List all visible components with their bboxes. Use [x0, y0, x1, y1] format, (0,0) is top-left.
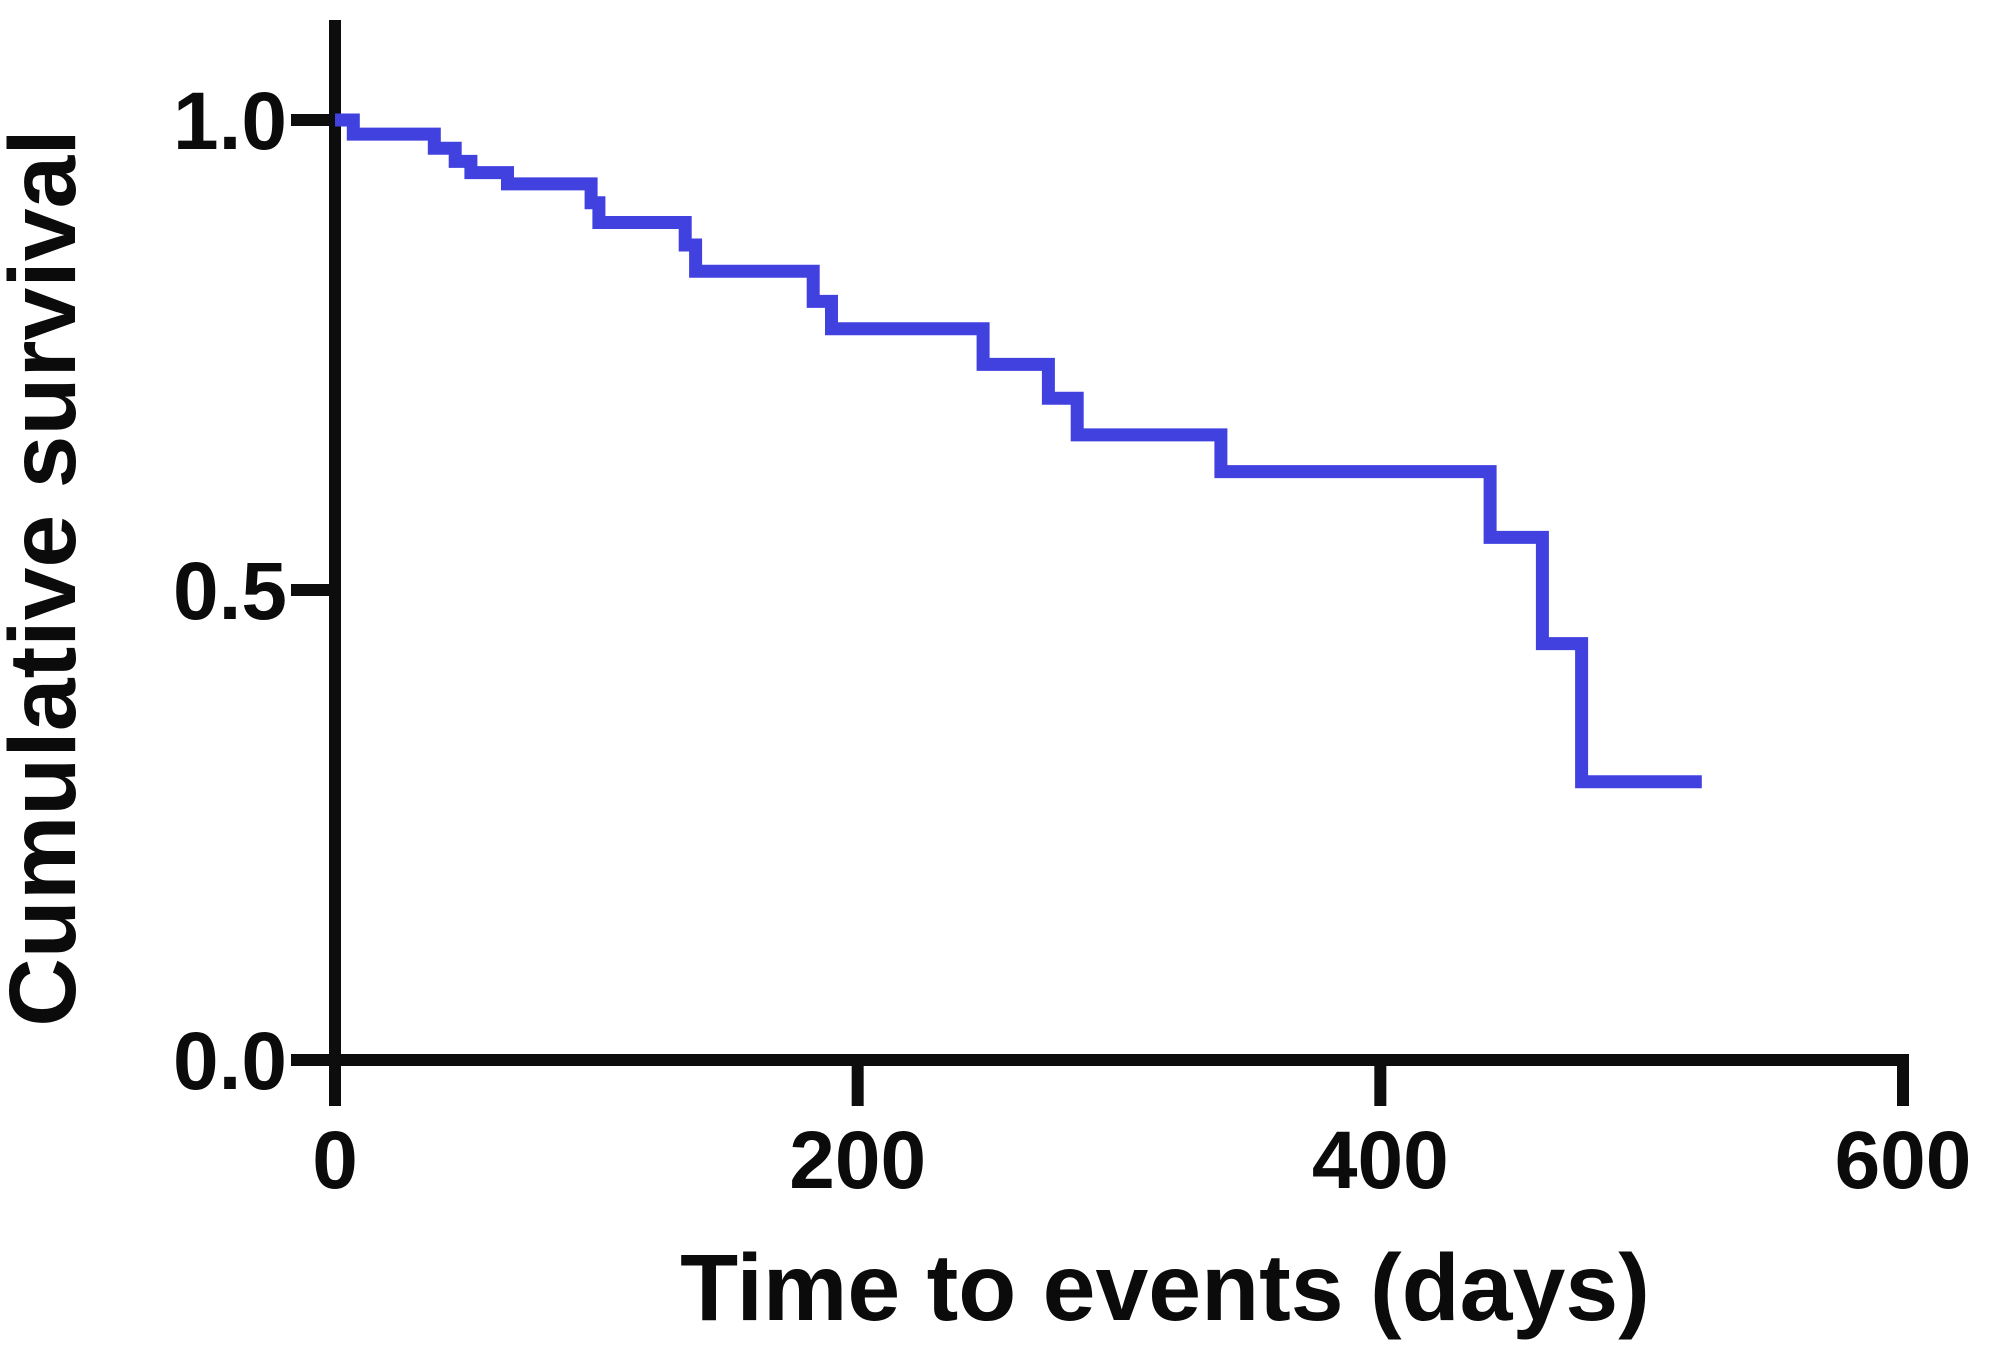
y-axis-title: Cumulative survival: [0, 129, 96, 1027]
x-tick-label-600: 600: [1835, 1115, 1972, 1206]
x-tick-label-0: 0: [312, 1115, 358, 1206]
curve-layer: [335, 113, 1702, 789]
y-tick-label-1.0: 1.0: [173, 76, 287, 167]
tick-labels-layer: 0 200 400 600 0.0 0.5 1.0: [173, 76, 1971, 1206]
x-axis-title: Time to events (days): [680, 1235, 1650, 1341]
survival-step-curve: [335, 113, 1702, 789]
x-axis-line: [291, 1054, 1909, 1106]
x-tick-label-200: 200: [789, 1115, 926, 1206]
y-tick-label-0.0: 0.0: [173, 1016, 287, 1107]
x-tick-label-400: 400: [1312, 1115, 1449, 1206]
ticks-layer: [291, 114, 1909, 1106]
y-tick-label-0.5: 0.5: [173, 546, 287, 637]
